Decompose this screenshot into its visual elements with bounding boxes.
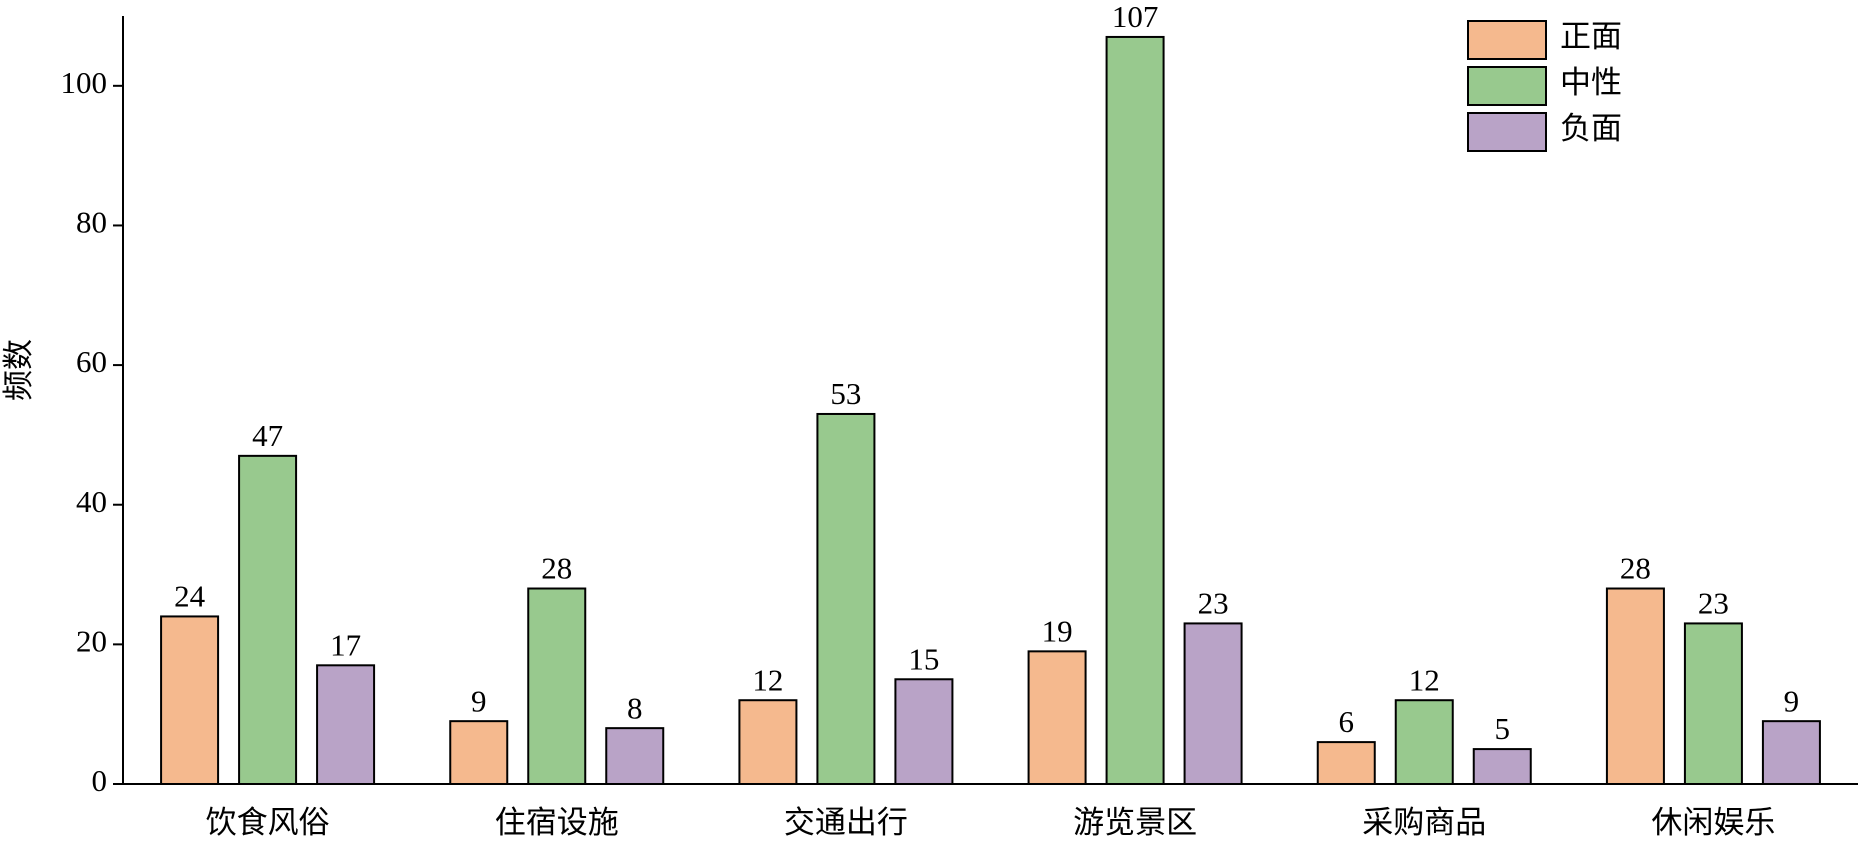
y-tick-label: 60 [76, 344, 107, 379]
bar [1683, 622, 1743, 785]
legend-swatch [1467, 20, 1547, 60]
value-label: 17 [330, 627, 361, 662]
x-tick-label: 休闲娱乐 [1651, 805, 1775, 840]
y-tick-label: 80 [76, 205, 107, 240]
bar [1472, 748, 1532, 785]
value-label: 12 [752, 662, 783, 697]
bar [1394, 699, 1454, 786]
value-label: 28 [1620, 551, 1651, 586]
bar [1761, 720, 1821, 785]
bar [527, 587, 587, 785]
value-label: 9 [471, 683, 487, 718]
legend-label: 中性 [1560, 65, 1622, 100]
x-tick-label: 采购商品 [1362, 805, 1486, 840]
bar [605, 727, 665, 785]
value-label: 15 [908, 641, 939, 676]
bar [1027, 650, 1087, 785]
value-label: 8 [627, 690, 643, 725]
value-label: 19 [1042, 613, 1073, 648]
bar [894, 678, 954, 785]
value-label: 6 [1339, 704, 1355, 739]
value-label: 24 [174, 579, 206, 614]
x-tick-label: 饮食风俗 [206, 805, 330, 840]
legend-label: 正面 [1560, 19, 1622, 54]
value-label: 5 [1495, 711, 1511, 746]
x-tick-label: 游览景区 [1073, 805, 1197, 840]
y-tick-label: 20 [76, 623, 107, 658]
legend-swatch [1467, 66, 1547, 106]
bar [1105, 35, 1165, 786]
legend-swatch [1467, 112, 1547, 152]
bar [238, 454, 298, 785]
bar [1183, 622, 1243, 785]
y-tick-label: 40 [76, 484, 107, 519]
value-label: 47 [252, 418, 283, 453]
y-axis-label: 频数 [1, 339, 36, 401]
bar [449, 720, 509, 785]
value-label: 107 [1112, 0, 1159, 34]
bar [1605, 587, 1665, 785]
x-tick-label: 交通出行 [784, 805, 908, 840]
value-label: 23 [1698, 586, 1729, 621]
x-tick-label: 住宿设施 [495, 805, 619, 840]
value-label: 9 [1784, 683, 1800, 718]
bar [1316, 741, 1376, 785]
value-label: 23 [1198, 586, 1229, 621]
bar [160, 615, 220, 785]
value-label: 12 [1409, 662, 1440, 697]
bar [316, 664, 376, 785]
value-label: 53 [830, 376, 861, 411]
y-tick-label: 0 [92, 763, 108, 798]
bar [816, 412, 876, 785]
bar [738, 699, 798, 786]
value-label: 28 [541, 551, 572, 586]
legend-label: 负面 [1560, 111, 1622, 146]
y-tick-label: 100 [61, 65, 108, 100]
